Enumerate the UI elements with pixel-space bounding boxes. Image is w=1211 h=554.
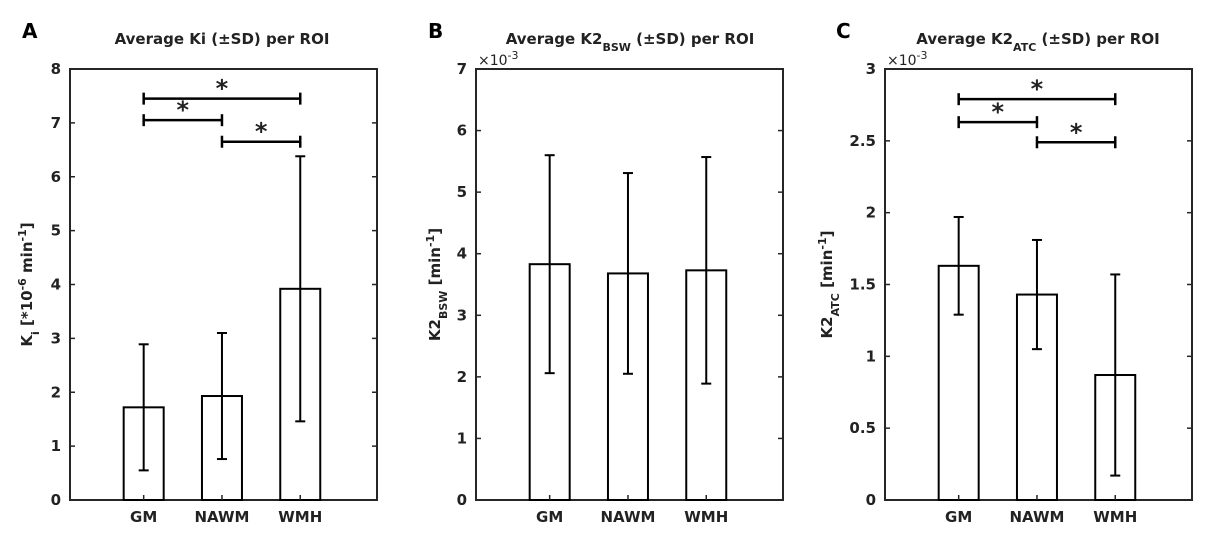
panel-letter: C (836, 19, 851, 43)
panel-letter: A (22, 19, 38, 43)
chart-title: Average Ki (±SD) per ROI (115, 30, 330, 48)
text-part: -6 (16, 278, 29, 291)
y-tick-label: 1.5 (849, 276, 876, 294)
y-tick-label: 7 (457, 60, 467, 78)
y-axis-label: Ki [*10-6 min-1] (16, 222, 42, 346)
text-part: -1 (424, 235, 437, 247)
y-tick-label: 2 (51, 383, 61, 401)
text-part: K (18, 334, 36, 347)
panel-c: C Average K2ATC (±SD) per ROI00.511.522.5… (816, 19, 1193, 526)
x-tick-label: WMH (684, 508, 728, 526)
y-tick-label: 5 (51, 222, 61, 240)
x-tick-label: GM (130, 508, 157, 526)
y-axis-label: K2BSW [min-1] (424, 228, 450, 341)
text-part: -1 (16, 229, 29, 241)
y-axis-label: K2ATC [min-1] (816, 231, 842, 339)
x-tick-label: NAWM (1009, 508, 1064, 526)
panel-a: A Average Ki (±SD) per ROI 0 1 2 3 4 5 6 7 8 Ki [*1… (16, 19, 378, 526)
text-part: ] (818, 231, 836, 238)
text-part: i (29, 331, 42, 335)
multiplier-exponent: -3 (917, 49, 928, 62)
text-part: K2 (426, 319, 444, 341)
text-part: (±SD) per ROI (631, 30, 754, 48)
text-part: Average Ki (±SD) per ROI (115, 30, 330, 48)
significance-star: * (177, 96, 190, 124)
y-tick-label: 3 (866, 60, 876, 78)
x-tick-label: NAWM (194, 508, 249, 526)
y-tick-label: 0 (457, 491, 467, 509)
y-tick-label: 2 (866, 204, 876, 222)
text-part: BSW (437, 291, 450, 319)
significance-star: * (216, 75, 229, 103)
x-tick-label: WMH (1093, 508, 1137, 526)
text-part: [min (426, 247, 444, 291)
y-tick-label: 3 (457, 306, 467, 324)
multiplier-base: ×10 (478, 53, 508, 69)
y-tick-label: 1 (457, 429, 467, 447)
y-tick-label: 6 (51, 168, 61, 186)
text-part: ATC (829, 293, 842, 316)
chart-title: Average K2BSW (±SD) per ROI (506, 30, 755, 54)
x-tick-label: WMH (278, 508, 322, 526)
text-part: K2 (818, 316, 836, 338)
y-tick-label: 6 (457, 122, 467, 140)
y-tick-label: 0 (866, 491, 876, 509)
significance-star: * (1070, 118, 1083, 146)
panel-letter: B (428, 19, 443, 43)
significance-star: * (992, 98, 1005, 126)
significance-star: * (255, 118, 268, 146)
multiplier-exponent: -3 (508, 49, 519, 62)
y-tick-label: 1 (866, 347, 876, 365)
text-part: ] (426, 228, 444, 235)
chart-title: Average K2ATC (±SD) per ROI (916, 30, 1159, 54)
y-tick-label: 0.5 (849, 419, 876, 437)
y-tick-label: 0 (51, 491, 61, 509)
y-tick-label: 1 (51, 437, 61, 455)
y-tick-label: 3 (51, 329, 61, 347)
text-part: [min (818, 250, 836, 294)
text-part: [*10 (18, 290, 36, 331)
y-tick-label: 7 (51, 114, 61, 132)
text-part: BSW (602, 41, 630, 54)
y-tick-label: 4 (51, 276, 61, 294)
y-tick-label: 4 (457, 245, 467, 263)
y-tick-label: 2.5 (849, 132, 876, 150)
text-part: ] (18, 222, 36, 229)
text-part: (±SD) per ROI (1036, 30, 1159, 48)
text-part: ATC (1013, 41, 1036, 54)
y-tick-label: 8 (51, 60, 61, 78)
axis-multiplier: ×10-3 (478, 49, 519, 70)
x-tick-label: NAWM (600, 508, 655, 526)
y-tick-label: 2 (457, 368, 467, 386)
text-part: -1 (816, 237, 829, 249)
multiplier-base: ×10 (887, 53, 917, 69)
text-part: Average K2 (916, 30, 1013, 48)
text-part: min (18, 241, 36, 278)
y-tick-label: 5 (457, 183, 467, 201)
x-tick-label: GM (945, 508, 972, 526)
axis-multiplier: ×10-3 (887, 49, 928, 70)
text-part: Average K2 (506, 30, 603, 48)
x-tick-label: GM (536, 508, 563, 526)
significance-star: * (1031, 75, 1044, 103)
